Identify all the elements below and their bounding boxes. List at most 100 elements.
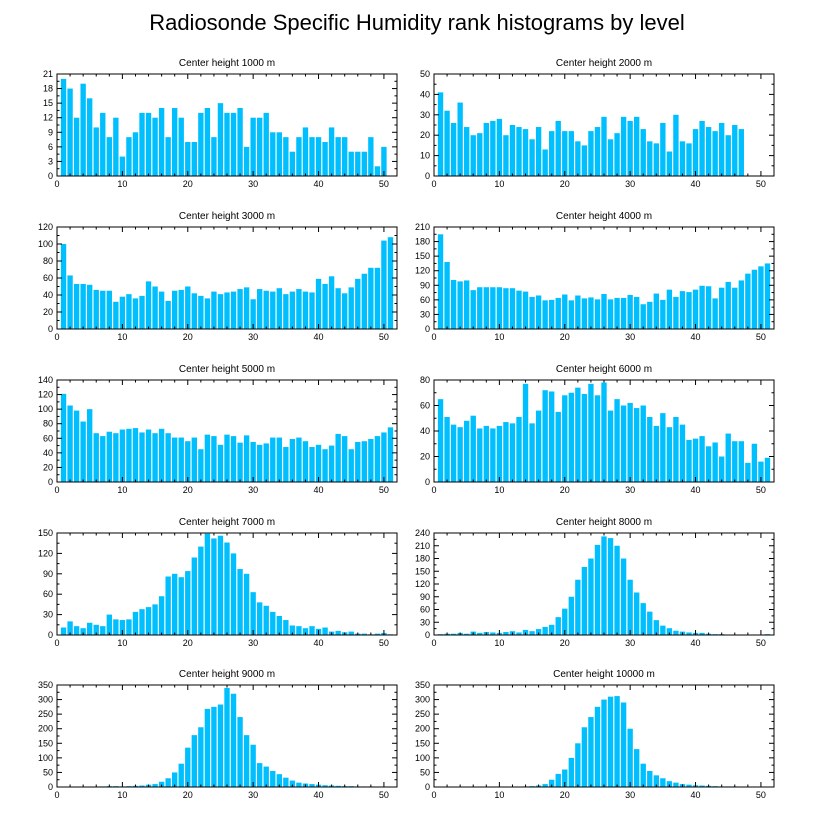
bar: [191, 437, 197, 482]
bar: [113, 301, 119, 329]
bar: [230, 693, 237, 787]
y-tick-label: 300: [415, 695, 430, 705]
bar: [165, 137, 171, 176]
x-tick-label: 50: [756, 179, 766, 189]
bar: [594, 127, 601, 176]
bar: [712, 442, 718, 482]
panel-6: Center height 6000 m 0 10 20 30 40 50 0 20 40 60 80: [420, 364, 775, 495]
bar: [185, 747, 191, 787]
bar: [263, 443, 269, 482]
bar: [705, 127, 712, 176]
bar: [289, 780, 296, 787]
bar: [204, 533, 211, 635]
bar: [464, 127, 470, 176]
bar: [381, 432, 387, 482]
bar: [106, 290, 112, 329]
panel-4: Center height 4000 m 0 10 20 30 40 50 0 30 60 90 12…: [415, 211, 775, 342]
bar: [647, 611, 653, 636]
bar: [270, 770, 276, 787]
x-tick-label: 0: [54, 332, 59, 342]
bar: [355, 151, 361, 176]
bar: [355, 278, 361, 329]
bar: [348, 449, 354, 482]
y-tick-label: 120: [38, 548, 53, 558]
bar: [309, 137, 315, 176]
y-tick-label: 60: [43, 273, 53, 283]
y-tick-label: 60: [420, 401, 430, 411]
bar: [666, 151, 673, 176]
bar: [185, 286, 191, 329]
bar: [653, 620, 659, 636]
y-tick-label: 250: [38, 709, 53, 719]
bar: [601, 294, 607, 329]
bar: [575, 579, 581, 635]
y-tick-label: 150: [415, 738, 430, 748]
bar: [158, 428, 165, 482]
bar: [568, 392, 574, 482]
bar: [732, 287, 738, 329]
bar: [211, 706, 217, 787]
y-tick-label: 20: [420, 130, 430, 140]
bar: [283, 137, 289, 176]
bar: [496, 118, 503, 176]
bar: [158, 596, 165, 635]
x-tick-label: 30: [625, 638, 635, 648]
bar: [516, 290, 522, 329]
bar: [172, 573, 178, 635]
bar: [309, 626, 315, 635]
y-tick-label: 90: [420, 280, 430, 290]
bar: [126, 137, 132, 176]
bar: [198, 727, 204, 787]
bar: [172, 290, 178, 329]
x-tick-label: 20: [560, 179, 570, 189]
y-tick-label: 100: [38, 404, 53, 414]
bar: [119, 620, 126, 635]
bar: [496, 425, 503, 482]
y-tick-label: 30: [420, 617, 430, 627]
x-tick-label: 50: [379, 485, 389, 495]
bar: [80, 421, 86, 482]
bar: [348, 151, 354, 176]
x-tick-label: 20: [560, 790, 570, 800]
bar: [211, 538, 217, 635]
bar: [230, 436, 237, 482]
bar: [634, 408, 640, 482]
bar: [165, 576, 171, 635]
x-tick-label: 0: [54, 638, 59, 648]
bar: [152, 433, 158, 482]
panel-10-title: Center height 10000 m: [553, 669, 655, 680]
x-tick-label: 40: [691, 332, 701, 342]
bar: [627, 295, 633, 329]
bar: [185, 441, 191, 482]
panel-3: Center height 3000 m 0 10 20 30 40 50 0 20 40 60 80…: [38, 211, 398, 342]
y-tick-label: 90: [43, 569, 53, 579]
bar: [581, 298, 588, 329]
bar: [217, 294, 224, 329]
y-tick-label: 100: [415, 753, 430, 763]
bar: [634, 749, 640, 787]
figure-title: Radiosonde Specific Humidity rank histog…: [149, 10, 685, 35]
bar: [374, 166, 381, 176]
bar: [745, 462, 751, 483]
bar: [660, 625, 666, 635]
bar: [457, 281, 463, 329]
bar: [542, 784, 548, 787]
bar: [647, 141, 653, 176]
bar: [185, 142, 191, 176]
bar: [322, 283, 328, 329]
bar: [620, 702, 627, 787]
bar: [113, 619, 119, 635]
bar: [119, 296, 126, 329]
y-tick-label: 0: [48, 324, 53, 334]
bar: [204, 298, 211, 329]
x-tick-label: 0: [431, 179, 436, 189]
bar: [477, 133, 483, 176]
bar: [257, 117, 263, 176]
bar: [529, 423, 535, 482]
bar: [634, 592, 640, 635]
bar: [653, 425, 659, 482]
panel-7: Center height 7000 m 0 10 20 30 40 50 0 30 60 90 12…: [38, 517, 398, 648]
panel-9-title: Center height 9000 m: [179, 669, 275, 680]
bar: [464, 420, 470, 482]
